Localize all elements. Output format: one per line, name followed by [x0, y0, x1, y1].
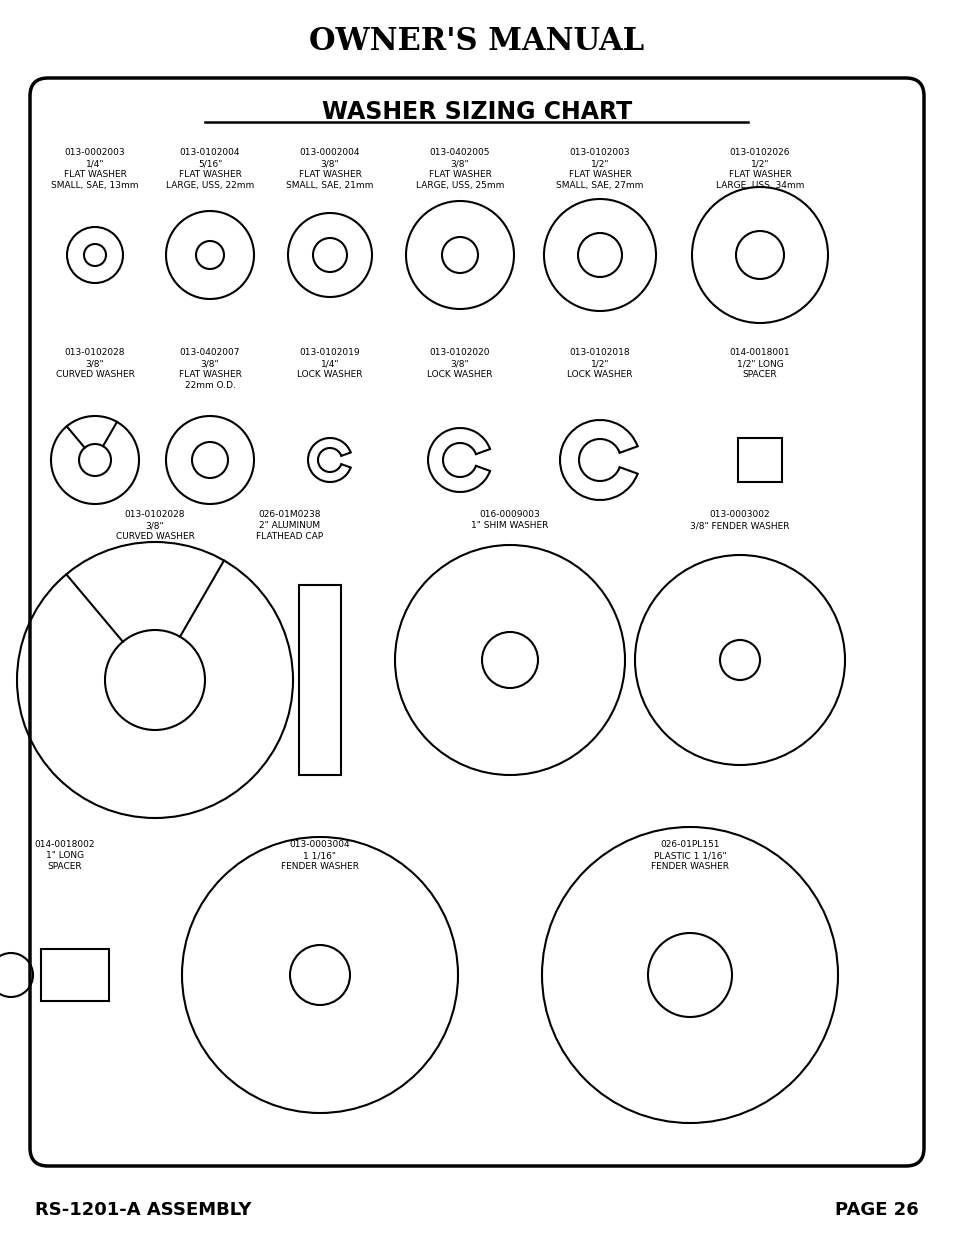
Text: WASHER SIZING CHART: WASHER SIZING CHART: [321, 100, 632, 124]
Bar: [298, 585, 340, 776]
Text: 013-0102028
3/8"
CURVED WASHER: 013-0102028 3/8" CURVED WASHER: [55, 348, 134, 379]
Text: 013-0402005
3/8"
FLAT WASHER
LARGE, USS, 25mm: 013-0402005 3/8" FLAT WASHER LARGE, USS,…: [416, 148, 503, 190]
Text: 013-0102019
1/4"
LOCK WASHER: 013-0102019 1/4" LOCK WASHER: [297, 348, 362, 379]
Text: 014-0018001
1/2" LONG
SPACER: 014-0018001 1/2" LONG SPACER: [729, 348, 789, 379]
Text: RS-1201-A ASSEMBLY: RS-1201-A ASSEMBLY: [35, 1200, 252, 1219]
Text: 013-0102004
5/16"
FLAT WASHER
LARGE, USS, 22mm: 013-0102004 5/16" FLAT WASHER LARGE, USS…: [166, 148, 253, 190]
Text: 013-0002004
3/8"
FLAT WASHER
SMALL, SAE, 21mm: 013-0002004 3/8" FLAT WASHER SMALL, SAE,…: [286, 148, 374, 190]
Text: 026-01M0238
2" ALUMINUM
FLATHEAD CAP: 026-01M0238 2" ALUMINUM FLATHEAD CAP: [256, 510, 323, 541]
FancyBboxPatch shape: [30, 78, 923, 1166]
Text: 013-0102028
3/8"
CURVED WASHER: 013-0102028 3/8" CURVED WASHER: [115, 510, 194, 541]
Text: 013-0402007
3/8"
FLAT WASHER
22mm O.D.: 013-0402007 3/8" FLAT WASHER 22mm O.D.: [178, 348, 241, 390]
Text: 013-0002003
1/4"
FLAT WASHER
SMALL, SAE, 13mm: 013-0002003 1/4" FLAT WASHER SMALL, SAE,…: [51, 148, 138, 190]
Text: PAGE 26: PAGE 26: [835, 1200, 918, 1219]
Text: 013-0102020
3/8"
LOCK WASHER: 013-0102020 3/8" LOCK WASHER: [427, 348, 493, 379]
Bar: [41, 948, 109, 1002]
Text: 013-0102018
1/2"
LOCK WASHER: 013-0102018 1/2" LOCK WASHER: [567, 348, 632, 379]
Text: OWNER'S MANUAL: OWNER'S MANUAL: [309, 26, 644, 58]
Text: 013-0003004
1 1/16"
FENDER WASHER: 013-0003004 1 1/16" FENDER WASHER: [281, 840, 358, 871]
Text: 016-0009003
1" SHIM WASHER: 016-0009003 1" SHIM WASHER: [471, 510, 548, 530]
Bar: [738, 438, 781, 482]
Text: 013-0102003
1/2"
FLAT WASHER
SMALL, SAE, 27mm: 013-0102003 1/2" FLAT WASHER SMALL, SAE,…: [556, 148, 643, 190]
Text: 013-0102026
1/2"
FLAT WASHER
LARGE, USS, 34mm: 013-0102026 1/2" FLAT WASHER LARGE, USS,…: [715, 148, 803, 190]
Text: 014-0018002
1" LONG
SPACER: 014-0018002 1" LONG SPACER: [34, 840, 95, 871]
Text: 013-0003002
3/8" FENDER WASHER: 013-0003002 3/8" FENDER WASHER: [690, 510, 789, 530]
Text: 026-01PL151
PLASTIC 1 1/16"
FENDER WASHER: 026-01PL151 PLASTIC 1 1/16" FENDER WASHE…: [650, 840, 728, 871]
